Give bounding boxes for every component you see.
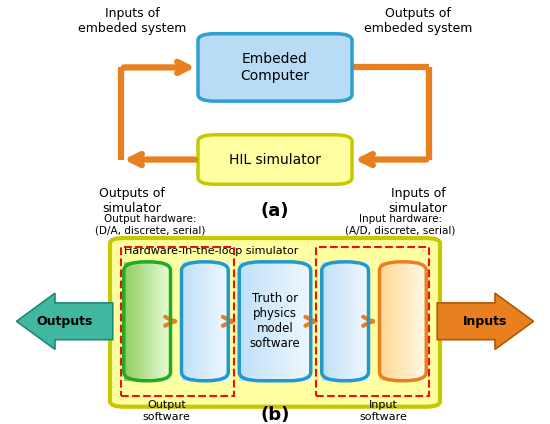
Text: Input
software: Input software: [360, 400, 408, 422]
Text: Outputs of
embeded system: Outputs of embeded system: [364, 7, 472, 35]
Text: Outputs: Outputs: [36, 315, 93, 328]
Text: Inputs of
embeded system: Inputs of embeded system: [78, 7, 186, 35]
Text: Output hardware:
(D/A, discrete, serial): Output hardware: (D/A, discrete, serial): [95, 214, 205, 236]
Text: Input hardware:
(A/D, discrete, serial): Input hardware: (A/D, discrete, serial): [345, 214, 455, 236]
Text: Output
software: Output software: [142, 400, 190, 422]
Text: Outputs of
simulator: Outputs of simulator: [99, 187, 165, 215]
Text: HIL simulator: HIL simulator: [229, 153, 321, 167]
FancyBboxPatch shape: [110, 238, 440, 407]
Text: (b): (b): [260, 406, 290, 424]
Text: Hardware-in-the-loop simulator: Hardware-in-the-loop simulator: [124, 245, 298, 256]
Bar: [316, 247, 429, 396]
Text: Embeded
Computer: Embeded Computer: [240, 52, 310, 83]
Bar: [121, 247, 234, 396]
FancyBboxPatch shape: [198, 135, 352, 184]
Text: Inputs of
simulator: Inputs of simulator: [388, 187, 448, 215]
FancyBboxPatch shape: [198, 34, 352, 101]
FancyArrow shape: [437, 293, 534, 349]
Text: Truth or
physics
model
software: Truth or physics model software: [250, 292, 300, 350]
FancyArrow shape: [16, 293, 113, 349]
Text: (a): (a): [261, 202, 289, 220]
Text: Inputs: Inputs: [463, 315, 508, 328]
